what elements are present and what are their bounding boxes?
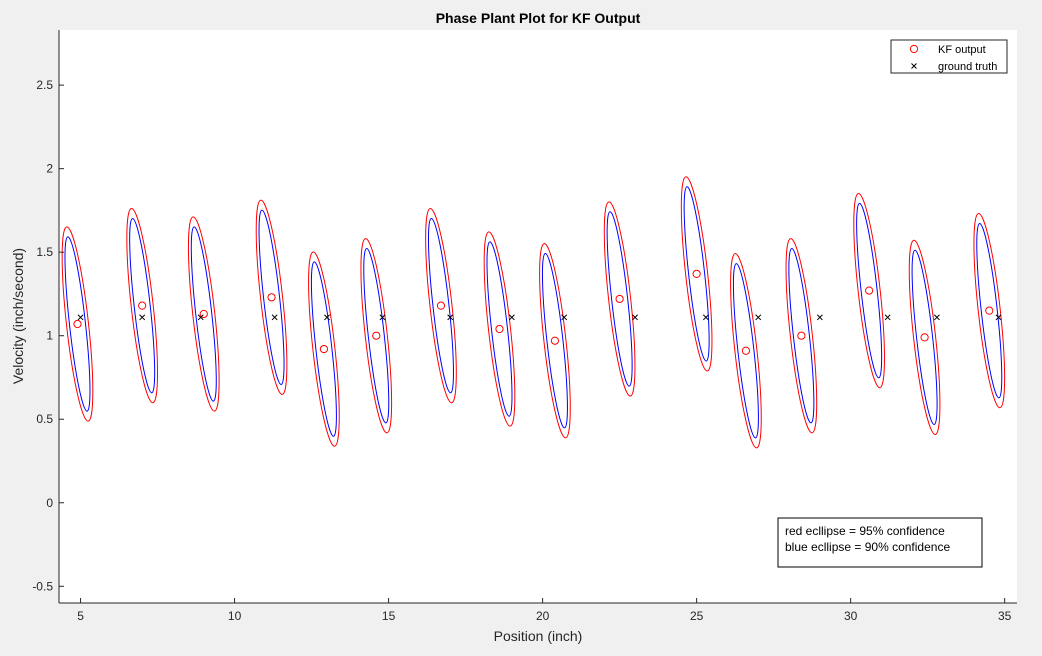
annotation-line-90: blue ecllipse = 90% confidence	[785, 540, 950, 554]
kf-output-point	[865, 286, 874, 295]
ellipse-90-confidence	[541, 253, 568, 429]
ellipse-90-confidence	[976, 222, 1003, 399]
ellipse-90-confidence	[788, 248, 815, 424]
ground-truth-point	[561, 314, 568, 321]
ground-truth-point	[139, 314, 146, 321]
x-tick-label: 5	[77, 609, 84, 623]
data-markers	[73, 269, 1002, 355]
ground-truth-point	[197, 314, 204, 321]
ellipse-90-confidence	[486, 241, 513, 417]
x-tick-label: 30	[844, 609, 858, 623]
ellipse-90-confidence	[310, 261, 337, 437]
ellipse-90-confidence	[683, 186, 710, 362]
kf-output-point	[615, 294, 624, 304]
ground-truth-point	[755, 314, 762, 321]
kf-output-point	[797, 331, 806, 340]
ground-truth-point	[379, 314, 386, 321]
ellipse-95-confidence	[425, 207, 457, 404]
ellipse-95-confidence	[255, 199, 288, 395]
axes-background	[59, 30, 1017, 603]
ellipse-95-confidence	[908, 239, 941, 436]
ellipse-90-confidence	[606, 211, 633, 387]
axes: 5 10 15 20 25 30 35 -0.5 0 0.5 1 1.5 2 2.5	[32, 30, 1017, 623]
legend[interactable]: KF output ground truth	[890, 39, 1008, 74]
ellipse-95-confidence	[308, 251, 340, 447]
ellipse-95-confidence	[187, 216, 220, 412]
legend-kf-output-label: KF output	[938, 44, 986, 56]
kf-output-point	[372, 331, 381, 340]
y-tick-label: -0.5	[32, 579, 53, 593]
kf-output-point	[692, 269, 701, 279]
ellipse-90-confidence	[363, 248, 390, 424]
ground-truth-point	[632, 314, 638, 321]
x-tick-label: 25	[690, 609, 704, 623]
ground-truth-point	[447, 314, 454, 321]
y-tick-label: 2	[46, 162, 53, 176]
ellipse-90-confidence	[258, 209, 285, 385]
ellipse-95-confidence	[973, 213, 1006, 409]
y-tick-label: 0	[46, 496, 53, 510]
y-tick-label: 0.5	[36, 412, 53, 426]
ground-truth-point	[884, 314, 891, 321]
ellipse-90-confidence	[856, 202, 883, 379]
confidence-ellipses	[61, 176, 1006, 449]
ellipse-90-confidence	[190, 226, 217, 402]
confidence-annotation: red ecllipse = 95% confidence blue eclli…	[777, 517, 983, 568]
ellipse-95-confidence	[483, 231, 516, 427]
ground-truth-point	[271, 314, 278, 321]
kf-output-point	[267, 293, 276, 302]
kf-output-point	[495, 324, 504, 334]
annotation-box	[777, 517, 983, 568]
kf-output-point	[436, 301, 446, 310]
kf-output-point	[319, 344, 329, 354]
ground-truth-point	[995, 314, 1002, 321]
ellipse-95-confidence	[61, 226, 94, 422]
x-tick-label: 10	[228, 609, 242, 623]
annotation-line-95: red ecllipse = 95% confidence	[785, 524, 945, 538]
ellipse-95-confidence	[785, 238, 818, 434]
x-axis-label: Position (inch)	[494, 628, 583, 644]
ellipse-90-confidence	[911, 249, 938, 426]
ellipse-95-confidence	[853, 192, 885, 389]
x-tick-label: 35	[998, 609, 1012, 623]
kf-output-point	[985, 306, 994, 315]
legend-kf-output-marker	[909, 44, 919, 54]
ellipse-90-confidence	[732, 263, 759, 439]
ellipse-95-confidence	[126, 207, 159, 404]
legend-box	[890, 39, 1008, 74]
chart-title: Phase Plant Plot for KF Output	[436, 10, 641, 26]
kf-output-point	[741, 346, 751, 355]
ground-truth-point	[324, 314, 330, 321]
kf-output-point	[199, 309, 208, 319]
ground-truth-point	[508, 314, 515, 321]
legend-ground-truth-label: ground truth	[938, 61, 997, 73]
ellipse-90-confidence	[64, 236, 91, 412]
ellipse-95-confidence	[730, 253, 762, 449]
kf-output-point	[920, 333, 929, 342]
kf-output-point	[138, 301, 147, 310]
ground-truth-point	[933, 314, 940, 321]
ellipse-90-confidence	[129, 217, 156, 394]
y-axis-label: Velocity (inch/second)	[10, 248, 26, 384]
y-tick-label: 2.5	[36, 78, 53, 92]
kf-output-point	[73, 319, 82, 329]
y-tick-label: 1	[46, 329, 53, 343]
ground-truth-point	[702, 314, 709, 321]
ellipse-90-confidence	[427, 217, 454, 394]
y-tick-label: 1.5	[36, 245, 53, 259]
ellipse-95-confidence	[680, 176, 713, 372]
ellipse-95-confidence	[603, 201, 636, 397]
kf-output-point	[550, 336, 560, 345]
ellipse-95-confidence	[360, 238, 393, 434]
ellipse-95-confidence	[539, 243, 571, 439]
x-tick-label: 15	[382, 609, 396, 623]
ground-truth-point	[816, 314, 823, 321]
x-tick-label: 20	[536, 609, 550, 623]
ground-truth-point	[77, 314, 84, 321]
legend-ground-truth-marker	[911, 63, 917, 69]
